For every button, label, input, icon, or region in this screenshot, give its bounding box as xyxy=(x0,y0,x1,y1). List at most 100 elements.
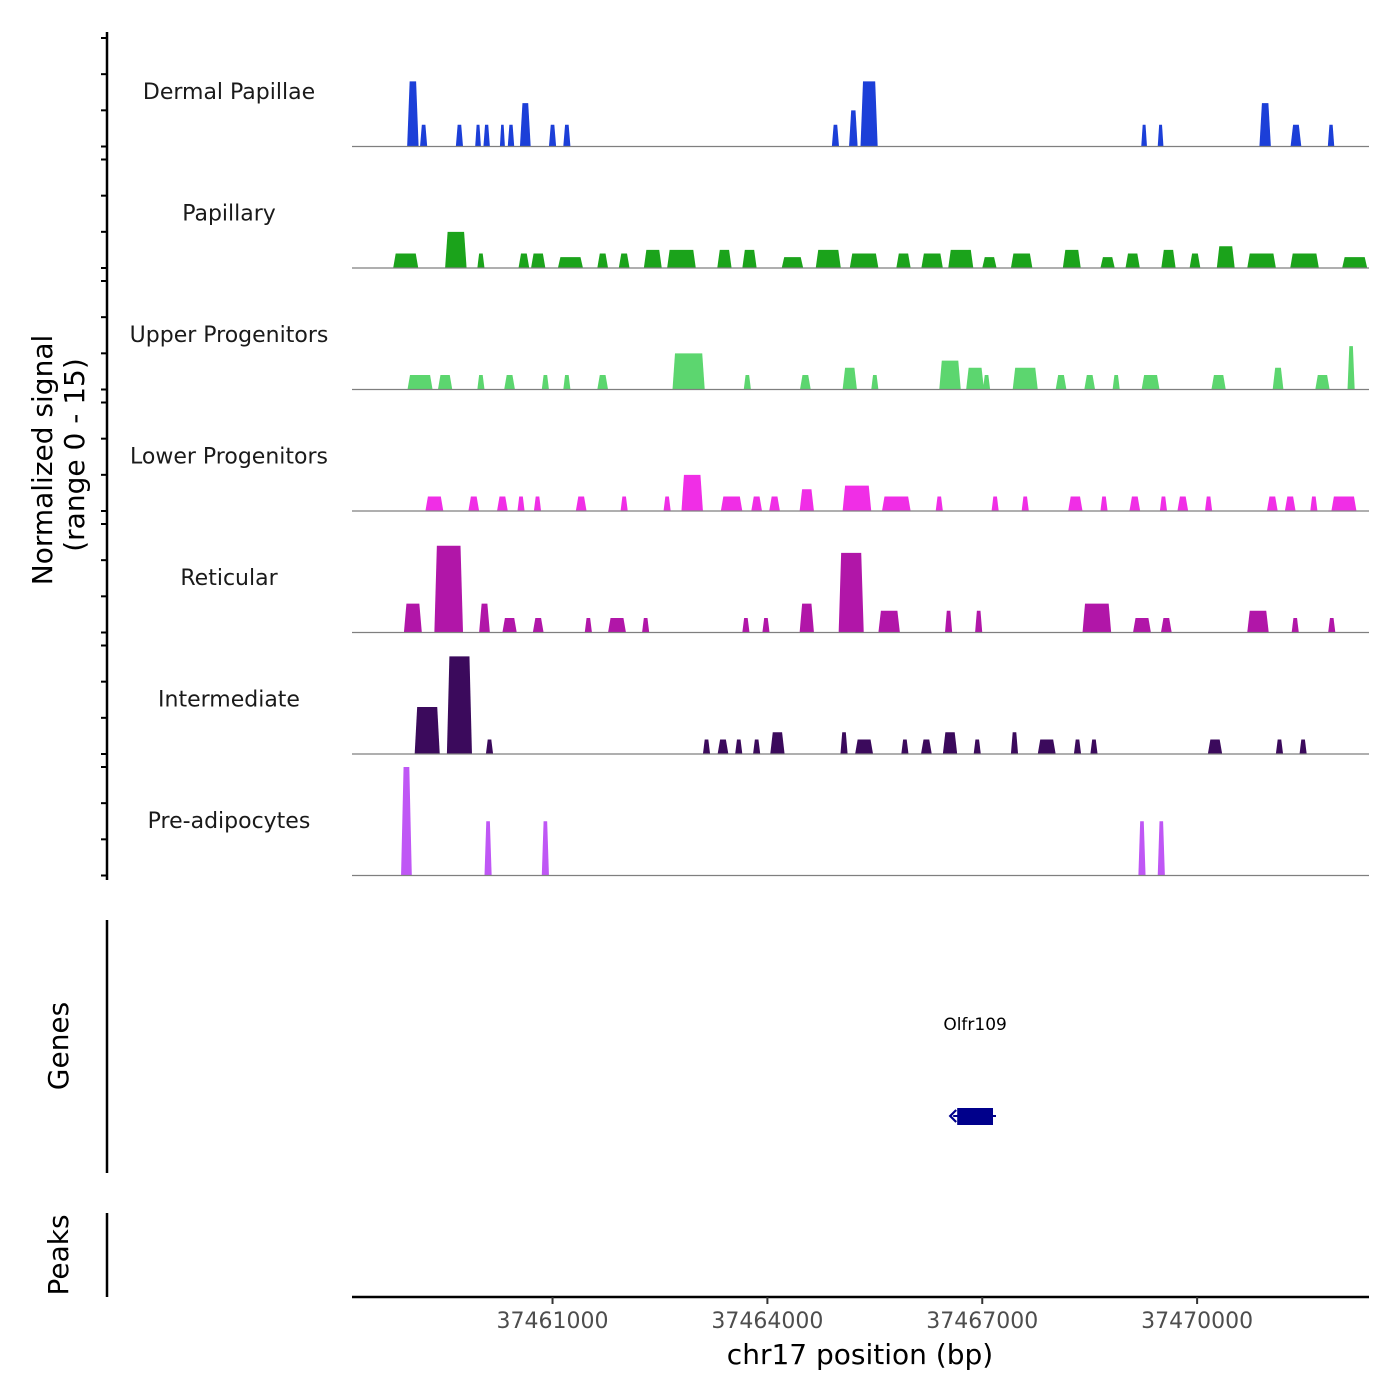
signal-peak xyxy=(1157,124,1164,147)
signal-peak xyxy=(1189,253,1201,268)
signal-peak xyxy=(717,249,732,268)
signal-peak xyxy=(1084,375,1096,390)
signal-peak xyxy=(770,732,785,754)
signal-peak xyxy=(1138,821,1146,876)
signal-peak xyxy=(1299,739,1307,754)
signal-peak xyxy=(507,124,515,147)
peaks-axis-title: Peaks xyxy=(42,1214,75,1295)
track-label: Pre-adipocytes xyxy=(148,809,311,834)
signal-peak xyxy=(1328,618,1336,633)
track-label: Intermediate xyxy=(158,688,300,713)
signal-peak xyxy=(401,767,412,876)
signal-peak xyxy=(485,739,494,754)
signal-peak xyxy=(414,706,440,754)
y-axis-title: Normalized signal xyxy=(26,335,59,586)
signal-peak xyxy=(1129,496,1141,511)
signal-peak xyxy=(497,496,508,511)
signal-peak xyxy=(672,353,705,390)
signal-peak xyxy=(502,618,517,633)
signal-peak xyxy=(479,603,490,633)
signal-y-ticks xyxy=(101,37,107,877)
gene-track: Olfr109 xyxy=(943,1015,1007,1125)
gene-olfr109: Olfr109 xyxy=(943,1015,1007,1125)
signal-peak xyxy=(1315,375,1330,390)
signal-peak xyxy=(620,496,628,511)
signal-peak xyxy=(1160,618,1172,633)
signal-peak xyxy=(1090,739,1098,754)
signal-peak xyxy=(584,618,592,633)
signal-peak xyxy=(446,656,472,754)
signal-peak xyxy=(1247,610,1269,633)
signal-peak xyxy=(1310,496,1318,511)
signal-peak xyxy=(1010,253,1033,268)
signal-peak xyxy=(849,110,858,147)
signal-peak xyxy=(532,618,544,633)
signal-peak xyxy=(575,496,587,511)
signal-peak xyxy=(1100,257,1115,268)
signal-peak xyxy=(982,375,991,390)
signal-peak xyxy=(1347,346,1355,390)
signal-peak xyxy=(1216,246,1235,268)
signal-peak xyxy=(742,249,757,268)
track-label: Dermal Papillae xyxy=(143,80,315,105)
signal-peak xyxy=(1021,496,1029,511)
signal-peak xyxy=(781,257,804,268)
signal-peak xyxy=(643,249,662,268)
signal-peak xyxy=(878,610,900,633)
signal-peak xyxy=(1284,496,1296,511)
signal-peak xyxy=(799,603,814,633)
track-label: Papillary xyxy=(182,202,276,227)
track-label: Upper Progenitors xyxy=(130,323,329,348)
gene-label: Olfr109 xyxy=(943,1015,1007,1035)
signal-peak xyxy=(608,618,626,633)
signal-peak xyxy=(477,375,485,390)
signal-peak xyxy=(1157,821,1165,876)
x-axis-ticks: 37461000 37464000 37467000 37470000 xyxy=(497,1297,1253,1334)
signal-peak xyxy=(1141,375,1160,390)
signal-peak xyxy=(455,124,464,147)
track-papillary: Papillary xyxy=(182,202,1369,269)
signal-peak xyxy=(1133,618,1151,633)
signal-peak xyxy=(557,257,583,268)
signal-peak xyxy=(663,496,671,511)
track-intermediate: Intermediate xyxy=(158,656,1369,755)
signal-peak xyxy=(1207,739,1223,754)
signal-peak xyxy=(1259,103,1271,147)
signal-peak xyxy=(407,375,433,390)
signal-peak xyxy=(935,496,943,511)
signal-peak xyxy=(860,81,878,147)
signal-peak xyxy=(541,821,549,876)
signal-peak xyxy=(842,367,857,390)
track-lower-progenitors: Lower Progenitors xyxy=(130,445,1369,512)
signal-peak xyxy=(618,253,630,268)
signal-peak xyxy=(921,739,932,754)
signal-peak xyxy=(901,739,909,754)
signal-peak xyxy=(855,739,874,754)
signal-peak xyxy=(1211,375,1226,390)
signal-peak xyxy=(434,545,464,633)
signal-peak xyxy=(921,253,943,268)
signal-peak xyxy=(881,496,911,511)
signal-peak xyxy=(563,124,571,147)
signal-peak xyxy=(840,732,848,754)
signal-peak xyxy=(742,618,750,633)
signal-tracks: Dermal Papillae Papillary Upper Progenitor… xyxy=(130,80,1369,877)
signal-peak xyxy=(942,732,958,754)
signal-peak xyxy=(1037,739,1056,754)
signal-peak xyxy=(403,603,422,633)
x-tick-label: 37461000 xyxy=(497,1309,609,1334)
signal-peak xyxy=(838,552,864,633)
signal-peak xyxy=(483,124,490,147)
signal-peak xyxy=(717,739,729,754)
signal-peak xyxy=(849,253,879,268)
signal-peak xyxy=(1247,253,1276,268)
signal-peak xyxy=(531,253,546,268)
signal-peak xyxy=(519,103,531,147)
signal-peak xyxy=(1291,618,1299,633)
signal-peak xyxy=(533,496,542,511)
signal-peak xyxy=(407,81,419,147)
signal-peak xyxy=(1112,375,1120,390)
track-label: Reticular xyxy=(180,566,278,591)
signal-peak xyxy=(815,249,841,268)
signal-peak xyxy=(642,618,650,633)
